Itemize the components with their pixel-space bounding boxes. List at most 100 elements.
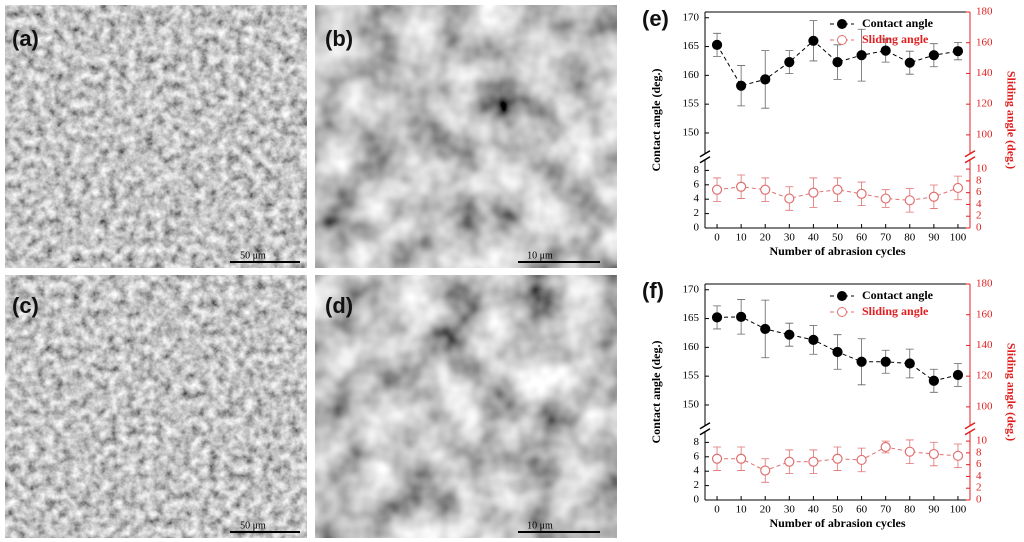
y2-tick-label: 4	[976, 198, 982, 210]
y-tick-label: 170	[683, 11, 700, 23]
data-point	[904, 195, 915, 206]
axis-break	[699, 422, 711, 430]
data-point	[952, 46, 964, 57]
x-tick-label: 20	[760, 504, 772, 516]
data-point	[784, 456, 795, 467]
axis-break	[964, 156, 976, 164]
data-point	[904, 358, 915, 369]
panel-label: (e)	[642, 6, 669, 31]
data-point	[880, 441, 891, 453]
y2-tick-label: 120	[976, 370, 993, 382]
legend-label: Contact angle	[862, 288, 934, 302]
legend-marker	[837, 307, 847, 317]
data-point	[760, 465, 771, 476]
legend-marker	[837, 291, 847, 301]
x-tick-label: 0	[714, 504, 720, 516]
legend-label: Sliding angle	[862, 32, 929, 46]
x-tick-label: 70	[880, 232, 892, 244]
legend-label: Sliding angle	[862, 304, 929, 318]
y2-tick-label: 2	[976, 482, 982, 494]
y2-tick-label: 10	[976, 163, 988, 175]
y2-tick-label: 160	[976, 36, 993, 48]
x-tick-label: 20	[760, 232, 772, 244]
data-point	[808, 35, 819, 46]
data-point	[856, 188, 867, 199]
y2-axis-title: Sliding angle (deg.)	[1004, 343, 1018, 441]
data-point	[928, 448, 939, 460]
scale-bar-label: 50 μm	[240, 520, 266, 531]
legend-marker	[837, 19, 847, 29]
x-tick-label: 60	[856, 232, 868, 244]
y-tick-label: 2	[694, 479, 700, 491]
x-tick-label: 80	[904, 232, 916, 244]
scale-bar-label: 10 μm	[527, 520, 553, 531]
y2-tick-label: 180	[976, 278, 993, 290]
data-point	[856, 50, 867, 61]
x-tick-label: 70	[880, 504, 892, 516]
data-point	[784, 193, 795, 204]
data-point	[808, 456, 819, 467]
y2-tick-label: 100	[976, 128, 993, 140]
chart: (e)0 10 20 30 40 50 60 70 80 90 100024681501551601…	[642, 6, 1018, 258]
x-tick-label: 100	[950, 232, 967, 244]
data-point	[856, 454, 867, 466]
sem-image	[315, 275, 617, 538]
data-point	[904, 57, 915, 68]
data-point	[904, 446, 915, 457]
y-axis-title: Contact angle (deg.)	[649, 341, 663, 444]
data-point	[832, 453, 843, 464]
data-point	[784, 57, 795, 68]
axis-break	[699, 428, 711, 436]
y2-tick-label: 8	[976, 174, 982, 186]
x-tick-label: 30	[784, 504, 796, 516]
data-point	[711, 184, 723, 195]
x-tick-label: 50	[832, 504, 844, 516]
sem-image	[315, 5, 617, 268]
x-axis-title: Number of abrasion cycles	[769, 244, 905, 258]
y-tick-label: 150	[683, 398, 700, 410]
panel-label: (c)	[12, 293, 39, 318]
y2-tick-label: 0	[976, 494, 982, 506]
y2-tick-label: 4	[976, 470, 982, 482]
y2-axis-title: Sliding angle (deg.)	[1004, 71, 1018, 169]
data-point	[711, 39, 723, 50]
data-point	[736, 311, 747, 322]
x-tick-label: 10	[736, 504, 748, 516]
x-tick-label: 30	[784, 232, 796, 244]
y-tick-label: 155	[683, 98, 700, 110]
panel-label: (a)	[12, 26, 39, 51]
data-point	[880, 356, 891, 367]
y-tick-label: 170	[683, 283, 700, 295]
data-point	[736, 80, 747, 91]
data-point	[711, 453, 723, 464]
data-point	[880, 193, 891, 204]
data-point	[784, 329, 795, 340]
y-tick-label: 8	[694, 164, 700, 176]
x-tick-label: 40	[808, 504, 820, 516]
data-point	[928, 50, 939, 61]
y-tick-label: 8	[694, 436, 700, 448]
data-point	[711, 312, 723, 323]
data-point	[880, 45, 891, 56]
y2-tick-label: 6	[976, 458, 982, 470]
x-axis-title: Number of abrasion cycles	[769, 516, 905, 530]
y-tick-label: 160	[683, 69, 700, 81]
x-tick-label: 80	[904, 504, 916, 516]
y-tick-label: 150	[683, 126, 700, 138]
y-tick-label: 160	[683, 341, 700, 353]
y-tick-label: 165	[683, 40, 700, 52]
x-tick-label: 10	[736, 232, 748, 244]
x-tick-label: 100	[950, 504, 967, 516]
data-point	[832, 346, 843, 358]
data-point	[808, 334, 819, 345]
data-point	[760, 184, 771, 195]
data-point	[928, 375, 939, 386]
y2-tick-label: 140	[976, 339, 993, 351]
y2-tick-label: 0	[976, 222, 982, 234]
data-point	[856, 356, 867, 367]
y-tick-label: 0	[694, 494, 700, 506]
series-line	[716, 40, 959, 87]
panel-label: (b)	[325, 26, 353, 51]
x-tick-label: 0	[714, 232, 720, 244]
